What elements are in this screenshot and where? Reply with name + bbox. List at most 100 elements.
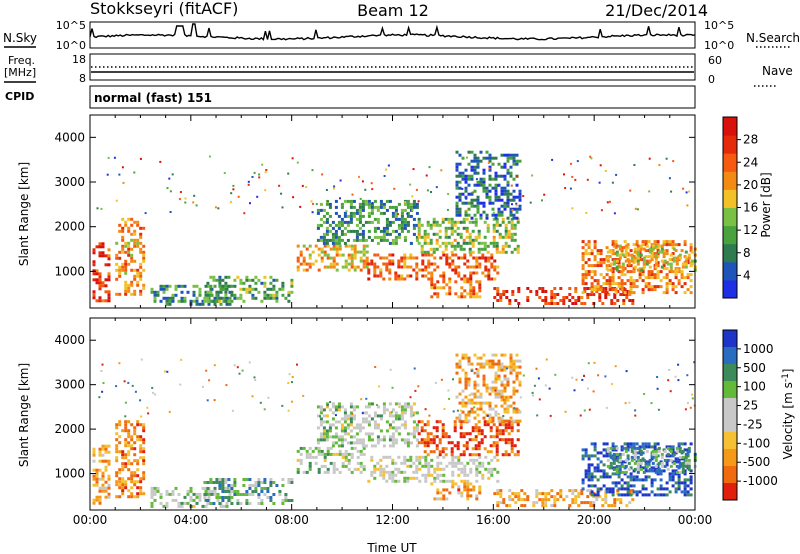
- heatmap-cell: [462, 238, 466, 242]
- heatmap-cell: [501, 235, 505, 239]
- heatmap-cell: [334, 199, 338, 203]
- heatmap-cell: [159, 501, 163, 505]
- heatmap-cell: [623, 267, 627, 271]
- heatmap-cell: [556, 492, 560, 496]
- heatmap-cell: [608, 475, 612, 479]
- heatmap-cell: [451, 473, 455, 477]
- heatmap-cell: [547, 302, 551, 305]
- heatmap-cell: [337, 408, 341, 412]
- heatmap-cell: [351, 193, 354, 196]
- heatmap-cell: [488, 407, 492, 411]
- heatmap-cell: [581, 255, 585, 259]
- heatmap-cell: [436, 464, 440, 468]
- freq-label: Freq.: [8, 54, 35, 67]
- heatmap-cell: [263, 478, 267, 481]
- heatmap-cell: [510, 420, 514, 424]
- heatmap-cell: [406, 202, 410, 206]
- heatmap-cell: [464, 186, 468, 190]
- heatmap-cell: [621, 446, 625, 450]
- heatmap-cell: [583, 287, 587, 290]
- heatmap-cell: [323, 464, 327, 468]
- heatmap-cell: [606, 446, 610, 450]
- heatmap-cell: [601, 287, 605, 290]
- heatmap-cell: [654, 464, 658, 468]
- heatmap-cell: [142, 286, 146, 290]
- heatmap-cell: [625, 293, 629, 296]
- heatmap-cell: [574, 290, 578, 293]
- heatmap-cell: [403, 438, 407, 442]
- heatmap-cell: [504, 250, 508, 254]
- heatmap-cell: [439, 461, 443, 465]
- heatmap-cell: [586, 293, 590, 296]
- heatmap-cell: [497, 389, 501, 393]
- heatmap-cell: [397, 202, 401, 206]
- heatmap-cell: [507, 235, 511, 239]
- heatmap-cell: [571, 302, 575, 305]
- heatmap-cell: [367, 420, 371, 424]
- heatmap-cell: [124, 223, 128, 227]
- heatmap-cell: [335, 268, 339, 272]
- heatmap-cell: [675, 470, 679, 474]
- heatmap-cell: [684, 452, 688, 456]
- heatmap-cell: [239, 296, 243, 300]
- heatmap-cell: [130, 253, 134, 257]
- heatmap-cell: [587, 246, 591, 250]
- heatmap-cell: [323, 265, 327, 269]
- heatmap-cell: [620, 493, 624, 497]
- heatmap-cell: [420, 235, 424, 239]
- heatmap-cell: [479, 365, 483, 369]
- heatmap-cell: [614, 365, 617, 368]
- heatmap-cell: [150, 495, 154, 499]
- heatmap-cell: [447, 217, 451, 221]
- heatmap-cell: [626, 448, 630, 452]
- heatmap-cell: [488, 419, 492, 423]
- nsearch-bottom-tick-label: 10^0: [704, 39, 734, 52]
- heatmap-cell: [515, 153, 519, 157]
- heatmap-cell: [328, 214, 332, 218]
- heatmap-cell: [316, 438, 320, 442]
- heatmap-cell: [376, 423, 380, 427]
- heatmap-cell: [385, 408, 389, 412]
- heatmap-cell: [153, 299, 157, 303]
- heatmap-cell: [162, 504, 166, 508]
- heatmap-cell: [507, 423, 511, 427]
- heatmap-cell: [317, 470, 321, 474]
- heatmap-cell: [674, 276, 678, 280]
- heatmap-cell: [430, 280, 434, 284]
- heatmap-cell: [680, 273, 684, 277]
- heatmap-cell: [367, 235, 371, 239]
- heatmap-cell: [331, 226, 335, 230]
- heatmap-cell: [180, 299, 184, 303]
- heatmap-cell: [656, 376, 659, 378]
- heatmap-cell: [506, 380, 510, 384]
- heatmap-cell: [464, 380, 468, 384]
- heatmap-cell: [612, 452, 616, 456]
- heatmap-cell: [459, 426, 463, 430]
- heatmap-cell: [242, 281, 246, 285]
- heatmap-cell: [473, 171, 477, 175]
- heatmap-cell: [512, 410, 516, 414]
- heatmap-cell: [388, 220, 392, 224]
- heatmap-cell: [133, 495, 137, 499]
- heatmap-cell: [482, 189, 486, 193]
- heatmap-cell: [624, 446, 628, 450]
- heatmap-cell: [671, 445, 675, 449]
- heatmap-cell: [370, 438, 374, 442]
- heatmap-cell: [230, 496, 234, 499]
- heatmap-cell: [482, 171, 486, 175]
- heatmap-cell: [626, 454, 630, 458]
- heatmap-cell: [206, 281, 210, 285]
- heatmap-cell: [645, 259, 649, 263]
- heatmap-cell: [633, 446, 637, 450]
- heatmap-cell: [409, 414, 413, 418]
- heatmap-cell: [344, 449, 348, 453]
- heatmap-cell: [623, 493, 627, 497]
- heatmap-cell: [639, 247, 643, 251]
- heatmap-cell: [133, 480, 137, 484]
- heatmap-cell: [483, 420, 487, 424]
- heatmap-cell: [388, 476, 392, 480]
- heatmap-cell: [494, 380, 498, 384]
- heatmap-cell: [331, 405, 335, 409]
- heatmap-cell: [325, 202, 329, 206]
